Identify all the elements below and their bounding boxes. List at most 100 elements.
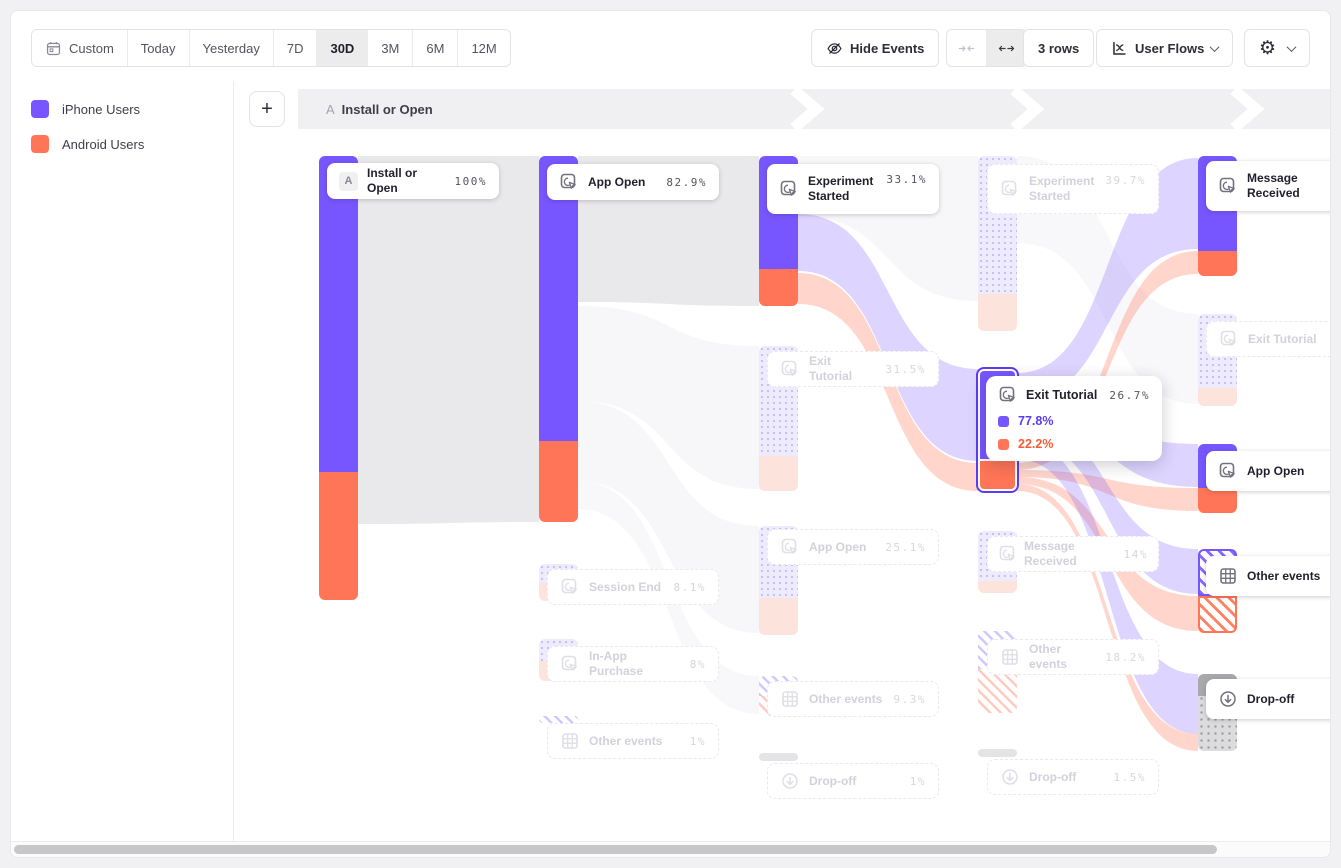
step-header-band[interactable]: A Install or Open — [298, 89, 1330, 129]
date-range-yesterday[interactable]: Yesterday — [189, 30, 274, 66]
node-bar-drop-off-col4[interactable] — [978, 749, 1017, 757]
node-label: App Open — [809, 539, 867, 554]
node-bar-experiment-started-android[interactable] — [759, 269, 798, 306]
app-window: Custom Today Yesterday 7D 30D 3M 6M 12M … — [10, 10, 1331, 858]
node-bar-app-open-android[interactable] — [539, 441, 578, 522]
node-bar-app-open-col3-android[interactable] — [759, 598, 798, 635]
node-pct: 39.7% — [1105, 174, 1146, 187]
node-pct: 1% — [689, 734, 706, 748]
node-card-install-or-open[interactable]: A Install or Open 100% — [327, 163, 499, 199]
node-pct: 9.3% — [893, 692, 926, 706]
node-bar-message-received-col5-android[interactable] — [1198, 251, 1237, 276]
event-icon — [781, 538, 797, 554]
node-label: Install or Open — [367, 166, 418, 195]
hide-events-button[interactable]: Hide Events — [811, 29, 940, 67]
node-label: Exit Tutorial — [809, 354, 853, 383]
grid-icon — [782, 691, 798, 707]
node-card-app-open-col5[interactable]: App Open — [1206, 451, 1330, 491]
exit-tutorial-tooltip: Exit Tutorial 26.7% 77.8% 22.2% — [986, 376, 1162, 461]
date-range-6m[interactable]: 6M — [413, 30, 459, 66]
node-label: Other events — [589, 733, 663, 748]
node-label: Message Received — [1247, 171, 1300, 200]
android-pct: 22.2% — [1018, 437, 1054, 451]
node-bar-other-events-col4-android[interactable] — [978, 669, 1017, 713]
grid-icon — [1002, 649, 1018, 665]
node-bar-exit-tutorial-col5-android[interactable] — [1198, 388, 1237, 406]
node-bar-install-or-open-iphone[interactable] — [319, 156, 358, 472]
event-icon — [1220, 330, 1236, 346]
date-range-30d[interactable]: 30D — [317, 30, 369, 66]
event-icon — [780, 180, 796, 196]
step-header-label: A Install or Open — [326, 102, 433, 117]
date-range-today[interactable]: Today — [127, 30, 190, 66]
rows-count-button[interactable]: 3 rows — [1023, 29, 1095, 67]
horizontal-scrollbar-track[interactable] — [11, 841, 1330, 857]
node-card-in-app-purchase[interactable]: In-App Purchase 8% — [547, 646, 719, 682]
node-card-app-open-col3[interactable]: App Open 25.1% — [767, 529, 939, 565]
node-bar-drop-off-col3[interactable] — [759, 753, 798, 761]
gear-icon: ⚙ — [1259, 37, 1277, 59]
node-bar-app-open-col5-android[interactable] — [1198, 488, 1237, 513]
node-pct: 8.1% — [673, 580, 706, 594]
view-selector-button[interactable]: User Flows — [1096, 29, 1234, 67]
legend-item-iphone-users[interactable]: iPhone Users — [31, 100, 140, 118]
tooltip-header: Exit Tutorial 26.7% — [998, 385, 1150, 405]
event-icon — [561, 655, 577, 671]
node-card-experiment-started-col4[interactable]: Experiment Started 39.7% — [987, 164, 1159, 214]
node-label: App Open — [1247, 463, 1305, 478]
node-card-drop-off-col4[interactable]: Drop-off 1.5% — [987, 759, 1159, 795]
node-card-message-received-col4[interactable]: Message Received 14% — [987, 536, 1159, 572]
add-step-button[interactable]: + — [249, 91, 285, 127]
step-a-badge: A — [339, 171, 358, 191]
node-card-message-received-col5[interactable]: Message Received — [1206, 161, 1330, 211]
node-bar-message-received-col4-android[interactable] — [978, 581, 1017, 593]
step-name: Install or Open — [341, 101, 433, 117]
node-card-app-open-col2[interactable]: App Open 82.9% — [547, 164, 719, 200]
event-icon — [1001, 180, 1017, 196]
settings-button[interactable]: ⚙ — [1244, 29, 1311, 67]
node-card-drop-off-col5[interactable]: Drop-off — [1206, 679, 1330, 719]
node-bar-experiment-started-col4-android[interactable] — [978, 294, 1017, 331]
node-label: Experiment Started — [1029, 174, 1095, 203]
node-card-experiment-started-col3[interactable]: Experiment Started 33.1% — [767, 164, 939, 214]
node-pct: 31.5% — [885, 362, 926, 376]
event-icon — [561, 578, 577, 594]
node-card-other-events-col2[interactable]: Other events 1% — [547, 723, 719, 759]
node-card-other-events-col3[interactable]: Other events 9.3% — [767, 681, 939, 717]
node-label: Drop-off — [1247, 691, 1295, 706]
node-label: Exit Tutorial — [1248, 331, 1317, 346]
node-bar-exit-tutorial-col3-android[interactable] — [759, 456, 798, 491]
node-bar-app-open-iphone[interactable] — [539, 156, 578, 441]
hide-events-label: Hide Events — [850, 40, 925, 56]
drop-off-icon — [782, 773, 798, 789]
node-label: Drop-off — [1029, 769, 1077, 784]
rows-count-label: 3 rows — [1038, 40, 1080, 56]
collapse-columns-button[interactable] — [947, 30, 987, 66]
node-pct: 18.2% — [1105, 650, 1146, 664]
horizontal-scrollbar-thumb[interactable] — [14, 845, 1217, 854]
node-card-other-events-col4[interactable]: Other events 18.2% — [987, 639, 1159, 675]
arrows-outward-icon — [998, 45, 1015, 51]
date-range-3m[interactable]: 3M — [368, 30, 414, 66]
date-range-7d[interactable]: 7D — [273, 30, 318, 66]
iphone-swatch — [998, 415, 1009, 427]
date-range-custom[interactable]: Custom — [32, 30, 128, 66]
event-icon — [560, 173, 576, 189]
node-pct: 14% — [1123, 547, 1148, 561]
expand-columns-button[interactable] — [987, 30, 1026, 66]
node-label: In-App Purchase — [589, 649, 644, 678]
node-card-other-events-col5[interactable]: Other events — [1206, 556, 1330, 596]
node-pct: 1.5% — [1113, 770, 1146, 784]
node-card-drop-off-col3[interactable]: Drop-off 1% — [767, 763, 939, 799]
legend-item-android-users[interactable]: Android Users — [31, 135, 144, 153]
date-range-12m[interactable]: 12M — [458, 30, 510, 66]
node-card-exit-tutorial-col3[interactable]: Exit Tutorial 31.5% — [767, 351, 939, 387]
event-icon — [1219, 177, 1235, 193]
node-card-session-end[interactable]: Session End 8.1% — [547, 569, 719, 605]
node-card-exit-tutorial-col5[interactable]: Exit Tutorial — [1206, 321, 1330, 357]
android-swatch — [998, 438, 1009, 450]
node-bar-other-events-col2[interactable] — [539, 716, 578, 723]
node-bar-install-or-open-android[interactable] — [319, 472, 358, 600]
node-bar-other-events-col5-android[interactable] — [1198, 596, 1237, 633]
node-label: App Open — [588, 174, 646, 189]
